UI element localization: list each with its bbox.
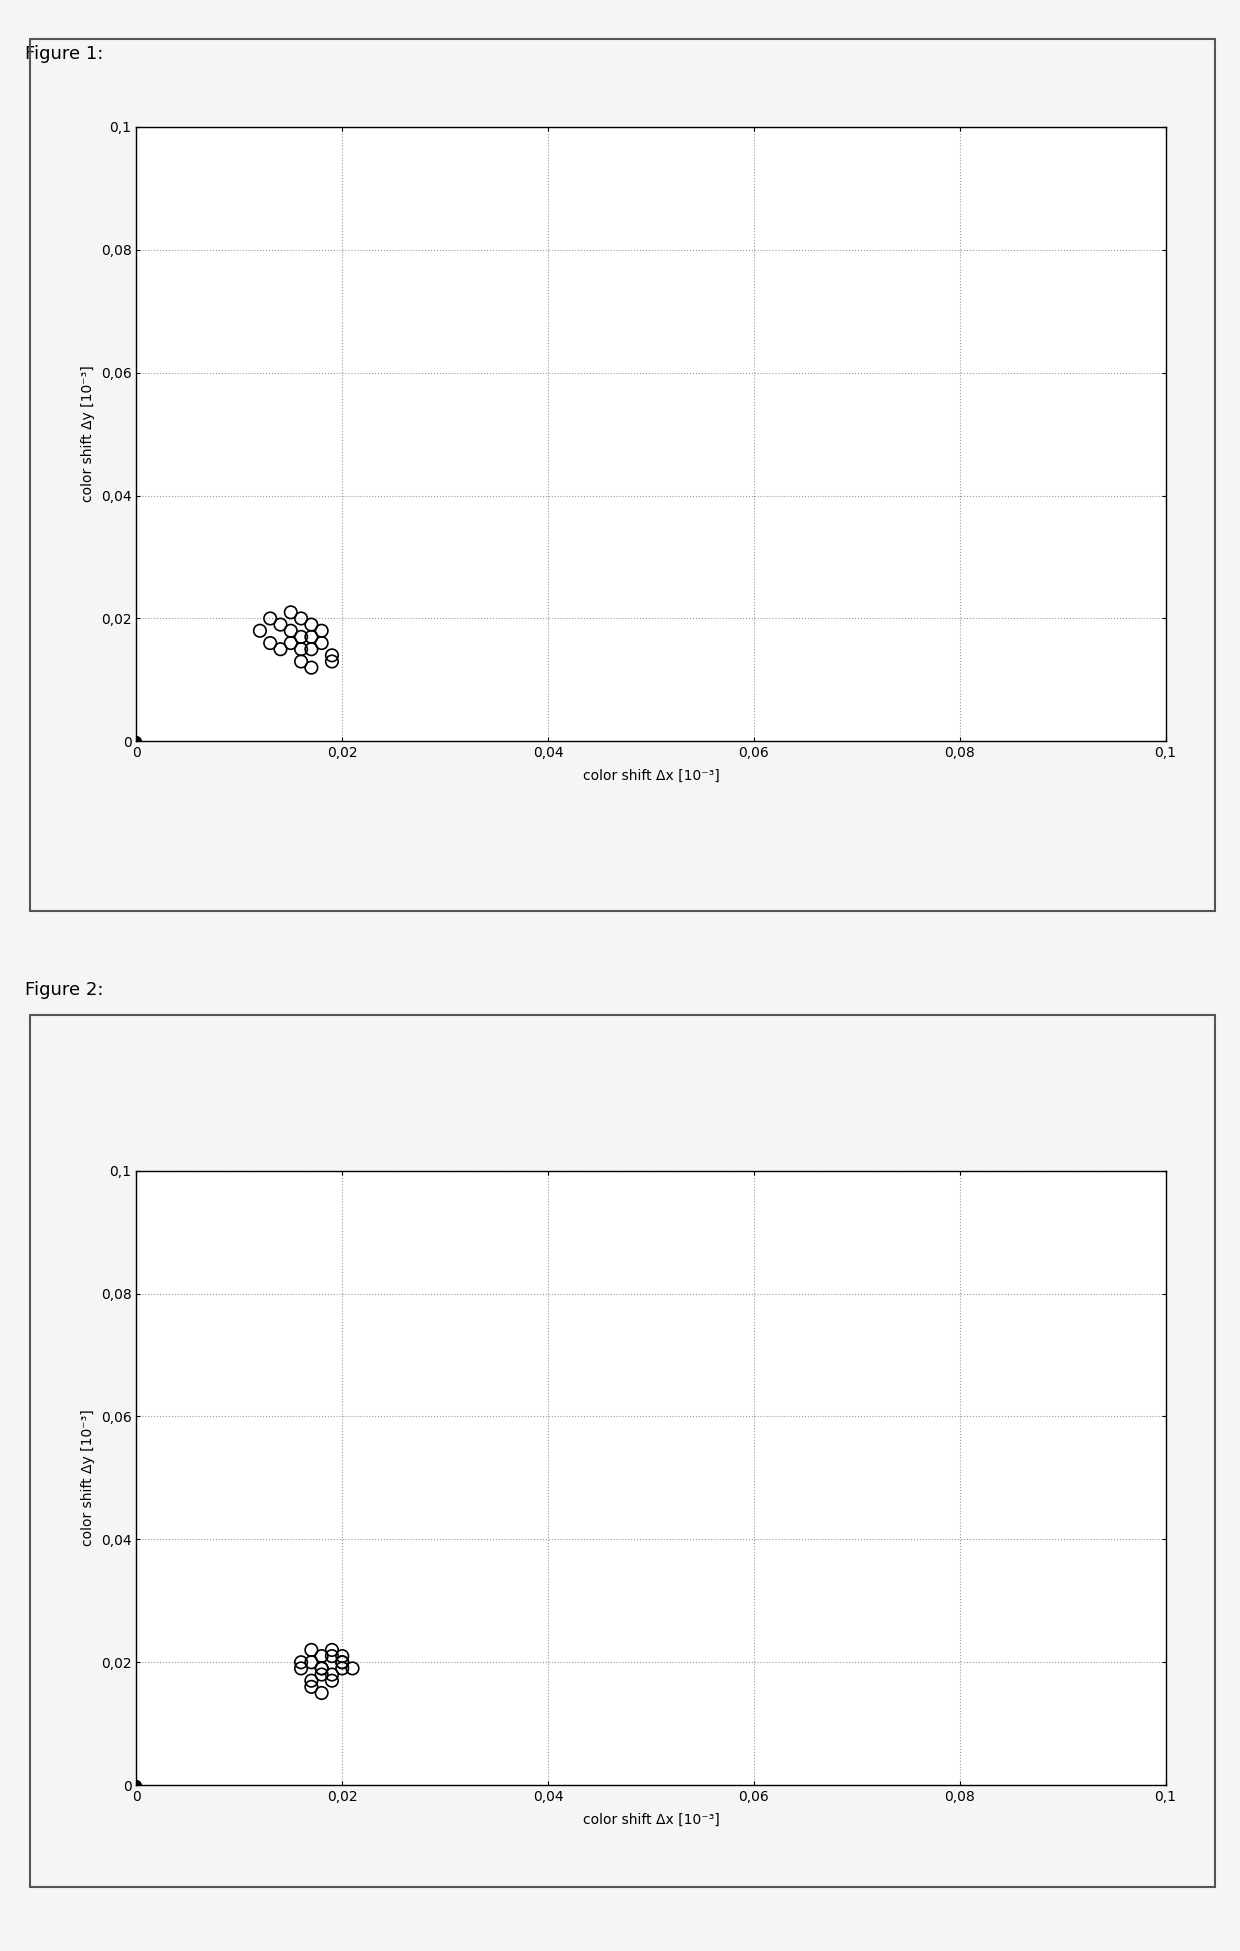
Point: [301, 1635, 321, 1666]
Point: [322, 1641, 342, 1672]
Point: [280, 615, 300, 646]
Point: [291, 603, 311, 634]
Point: [332, 1652, 352, 1684]
Point: [322, 1635, 342, 1666]
Point: [250, 615, 270, 646]
Point: [311, 1658, 331, 1690]
Point: [322, 640, 342, 671]
Text: Figure 1:: Figure 1:: [25, 45, 103, 62]
Point: [311, 1641, 331, 1672]
Point: [291, 646, 311, 677]
Point: [301, 634, 321, 665]
Point: [270, 609, 290, 640]
Point: [342, 1652, 362, 1684]
X-axis label: color shift Δx [10⁻³]: color shift Δx [10⁻³]: [583, 1812, 719, 1826]
Point: [301, 1647, 321, 1678]
Point: [280, 597, 300, 628]
Point: [291, 634, 311, 665]
Point: [311, 1652, 331, 1684]
Point: [301, 1672, 321, 1703]
Y-axis label: color shift Δy [10⁻³]: color shift Δy [10⁻³]: [82, 365, 95, 503]
Point: [322, 646, 342, 677]
Point: [322, 1658, 342, 1690]
Point: [291, 1652, 311, 1684]
Point: [291, 1647, 311, 1678]
Point: [332, 1647, 352, 1678]
Point: [280, 628, 300, 659]
Point: [260, 628, 280, 659]
Text: Figure 2:: Figure 2:: [25, 981, 103, 999]
Y-axis label: color shift Δy [10⁻³]: color shift Δy [10⁻³]: [82, 1409, 95, 1547]
Point: [311, 1678, 331, 1709]
Point: [332, 1641, 352, 1672]
Point: [301, 1664, 321, 1695]
Point: [291, 620, 311, 652]
Point: [301, 609, 321, 640]
Point: [311, 628, 331, 659]
Point: [332, 1647, 352, 1678]
Point: [311, 1652, 331, 1684]
Point: [301, 652, 321, 683]
Point: [270, 634, 290, 665]
X-axis label: color shift Δx [10⁻³]: color shift Δx [10⁻³]: [583, 769, 719, 782]
Point: [311, 615, 331, 646]
Point: [260, 603, 280, 634]
Point: [322, 1664, 342, 1695]
Point: [301, 620, 321, 652]
